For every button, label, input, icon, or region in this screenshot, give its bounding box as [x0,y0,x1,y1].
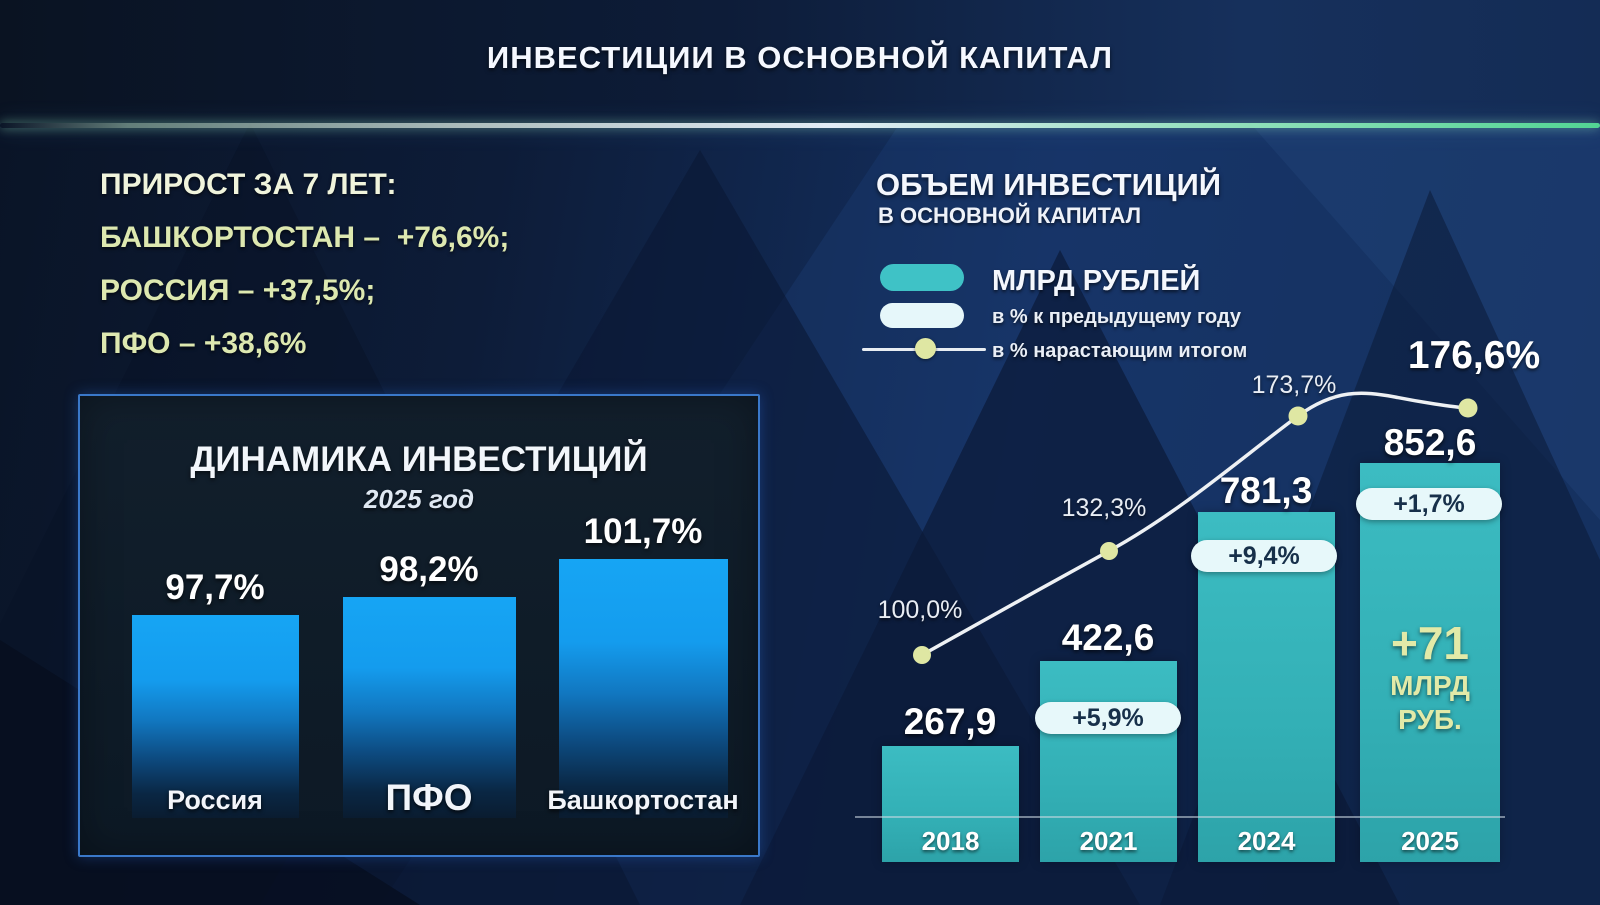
year-label-2024: 2024 [1237,826,1296,856]
bar-value-bashkortostan: 101,7% [583,512,703,551]
annotation-plus71: +71 [1390,617,1470,669]
bar-2025 [1360,463,1500,862]
cumulative-line-path [920,391,1470,657]
growth-heading: ПРИРОСТ ЗА 7 ЛЕТ: [100,168,397,201]
year-label-2021: 2021 [1079,826,1138,856]
bar-category-pfo: ПФО [385,777,473,818]
legend-swatch-yoy [880,303,964,328]
bar-value-russia: 97,7% [165,568,265,607]
bar-2021 [1040,661,1177,862]
bar-2018 [882,746,1019,862]
dynamics-panel: ДИНАМИКА ИНВЕСТИЦИЙ 2025 год 97,7% 98,2%… [78,394,760,857]
value-2018: 267,9 [903,701,997,742]
annotation-mlrd: МЛРД [1390,670,1470,701]
x-axis-line [855,816,1505,818]
dynamics-subtitle: 2025 год [363,484,475,514]
bar-value-pfo: 98,2% [379,550,479,589]
legend-swatch-billions [880,264,964,291]
year-label-2018: 2018 [921,826,980,856]
annotation-rub: РУБ. [1398,704,1462,735]
legend-label-yoy: в % к предыдущему году [992,306,1242,328]
bar-bashkortostan [559,559,728,818]
cumulative-2024: 173,7% [1251,371,1337,399]
growth-summary: ПРИРОСТ ЗА 7 ЛЕТ: БАШКОРТОСТАН – +76,6%;… [100,158,720,370]
line-point-2018 [913,646,931,664]
year-label-2025: 2025 [1401,826,1459,856]
badge-2025: +1,7% [1356,488,1502,520]
value-2025: 852,6 [1383,422,1477,463]
value-2021: 422,6 [1061,617,1155,658]
cumulative-2021: 132,3% [1061,494,1147,522]
dynamics-title: ДИНАМИКА ИНВЕСТИЦИЙ [190,440,648,479]
cumulative-2025: 176,6% [1407,334,1541,377]
line-point-2021 [1100,542,1118,560]
cumulative-2018: 100,0% [877,596,963,624]
value-2024: 781,3 [1219,470,1313,511]
slide-title: ИНВЕСТИЦИИ В ОСНОВНОЙ КАПИТАЛ [486,40,1114,75]
growth-line-russia: РОССИЯ – +37,5%; [100,274,376,307]
bar-pfo [343,597,516,818]
badge-2024: +9,4% [1191,540,1337,572]
growth-line-pfo: ПФО – +38,6% [100,327,307,360]
growth-line-bashkortostan: БАШКОРТОСТАН – +76,6%; [100,221,510,254]
badge-2021: +5,9% [1035,702,1181,734]
line-point-2024 [1288,406,1308,426]
header-band [0,0,1600,123]
legend-label-cumulative: в % нарастающим итогом [992,340,1248,362]
bar-category-russia: Россия [167,785,263,815]
bar-category-bashkortostan: Башкортостан [547,785,739,815]
line-point-2025 [1458,398,1478,418]
volume-heading-line2: В ОСНОВНОЙ КАПИТАЛ [878,203,1142,228]
divider-line [0,123,1600,128]
bar-russia [132,615,299,818]
legend-dot-marker [915,338,936,359]
legend-label-billions: МЛРД РУБЛЕЙ [992,265,1201,297]
volume-heading-line1: ОБЪЕМ ИНВЕСТИЦИЙ [876,167,1222,202]
